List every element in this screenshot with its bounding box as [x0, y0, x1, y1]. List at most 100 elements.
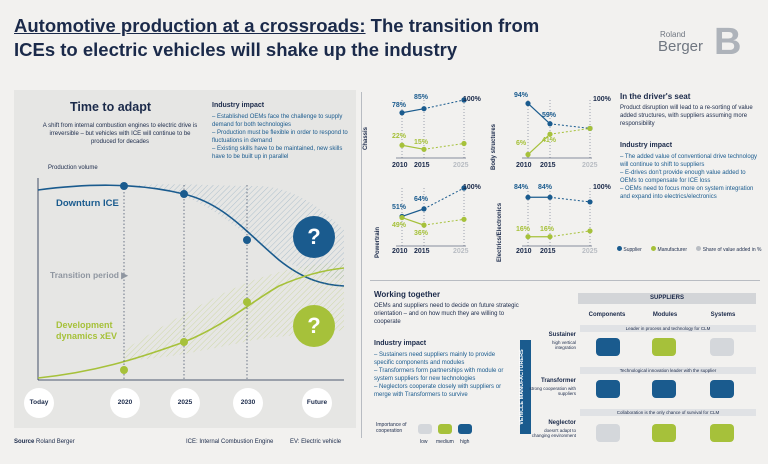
value-label: 94%: [514, 92, 529, 99]
xev-point: [120, 366, 128, 374]
data-point: [547, 234, 553, 240]
row-name: Transformer: [540, 378, 576, 384]
ice-point: [180, 190, 188, 198]
x-tick: Future: [302, 388, 332, 418]
value-label: 100%: [463, 96, 481, 103]
logo-line1: Roland: [660, 30, 686, 39]
drivers-seat-intro: Product disruption will lead to a re-sor…: [620, 105, 753, 127]
drivers-impact-item: – The added value of conventional drive …: [620, 154, 757, 168]
value-label: 6%: [516, 140, 527, 147]
series-line: [401, 208, 425, 217]
roland-berger-logo: Roland Berger B: [652, 20, 752, 62]
left-impact-item: – Production must be flexible in order t…: [212, 130, 348, 144]
vertical-divider: [361, 92, 362, 438]
handshake-icon: [438, 424, 452, 434]
time-to-adapt-intro: A shift from internal combustion engines…: [42, 123, 198, 145]
data-point: [525, 194, 531, 200]
logo-mark: B: [714, 21, 742, 63]
data-point: [399, 110, 405, 116]
handshake-icon: [418, 424, 432, 434]
projection-line: [423, 143, 465, 150]
data-point: [421, 222, 427, 228]
handshake-icon: [710, 380, 734, 398]
xev-curve: [37, 267, 345, 379]
working-impact-heading: Industry impact: [374, 340, 427, 347]
projection-line: [549, 127, 591, 135]
horizontal-divider: [370, 280, 760, 281]
column-components: Components: [588, 312, 626, 318]
ice-band: [124, 184, 344, 280]
x-tick: 2020: [110, 388, 140, 418]
data-point: [525, 234, 531, 240]
projection-point: [461, 140, 467, 147]
title-underlined: Automotive production at a crossroads:: [14, 15, 366, 36]
year-label: 2025: [582, 248, 598, 255]
row-banner: Leader in process and technology for CLM: [580, 325, 756, 332]
projection-point: [587, 228, 593, 234]
projection-line: [423, 187, 465, 210]
y-axis-label: Production volume: [48, 165, 98, 171]
time-to-adapt-heading: Time to adapt: [70, 100, 152, 114]
value-label: 16%: [540, 226, 555, 233]
left-impact-item: – Existing skills have to be maintained,…: [212, 146, 343, 160]
year-label: 2015: [540, 162, 556, 169]
left-impact-list: – Established OEMs face the challenge to…: [212, 113, 352, 161]
data-point: [547, 131, 553, 137]
projection-point: [461, 185, 467, 191]
time-to-adapt-chart: [37, 178, 345, 381]
drivers-impact-item: – E-drives don't provide enough value ad…: [620, 170, 746, 184]
working-impact-item: – Transformers form partnerships with mo…: [374, 368, 504, 382]
downturn-ice-label: Downturn ICE: [56, 198, 119, 209]
projection-line: [549, 230, 591, 238]
value-label: 85%: [414, 94, 429, 101]
drivers-impact-heading: Industry impact: [620, 142, 673, 149]
working-impact-item: – Neglectors cooperate closely with supp…: [374, 384, 502, 398]
value-label: 59%: [542, 112, 557, 119]
source-prefix: Source: [14, 439, 35, 445]
year-label: 2015: [414, 162, 430, 169]
row-desc: high vertical integration: [551, 340, 576, 350]
vm-bar: [520, 340, 531, 434]
xev-band: [124, 262, 344, 360]
footnote-ev: EV: Electric vehicle: [290, 439, 342, 445]
value-label: 36%: [414, 230, 429, 237]
coop-level-label: low: [420, 439, 428, 445]
value-label: 84%: [538, 184, 553, 191]
data-point: [399, 214, 405, 221]
handshake-icon: [652, 424, 676, 442]
chart-category: Electrics/Electronics: [497, 202, 503, 262]
chart-category: Powertrain: [375, 226, 381, 258]
series-line: [401, 108, 425, 114]
projection-point: [587, 125, 593, 132]
legend-share: Share of value added in %: [702, 247, 762, 253]
value-label: 22%: [392, 133, 407, 140]
handshake-icon: [596, 338, 620, 356]
value-label: 16%: [516, 226, 531, 233]
coop-level-label: high: [460, 439, 470, 445]
data-point: [525, 151, 531, 158]
data-point: [421, 206, 427, 212]
series-line: [401, 217, 425, 226]
row-desc: doesn't adapt to changing environment: [531, 428, 576, 438]
data-point: [399, 142, 405, 148]
year-label: 2025: [453, 162, 469, 169]
handshake-icon: [596, 380, 620, 398]
drivers-seat-heading: In the driver's seat: [620, 92, 691, 101]
value-label: 100%: [593, 96, 611, 103]
development-xev-label: Development dynamics xEV: [56, 320, 118, 341]
projection-line: [423, 218, 465, 226]
projection-line: [423, 99, 465, 110]
handshake-icon: [710, 338, 734, 356]
vm-label: VEHICLE MANUFACTURERS: [519, 349, 525, 425]
row-banner: Technological innovation leader with the…: [580, 367, 756, 374]
year-label: 2025: [582, 162, 598, 169]
projection-line: [549, 123, 591, 129]
year-label: 2025: [453, 248, 469, 255]
legend-manufacturer: Manufacturer: [657, 247, 687, 253]
legend-supplier-swatch: [617, 246, 622, 251]
value-label: 49%: [392, 222, 407, 229]
title-line2: ICEs to electric vehicles will shake up …: [14, 39, 458, 60]
left-impact-item: – Established OEMs face the challenge to…: [212, 114, 343, 128]
year-label: 2015: [414, 248, 430, 255]
left-impact-heading: Industry impact: [212, 102, 265, 109]
